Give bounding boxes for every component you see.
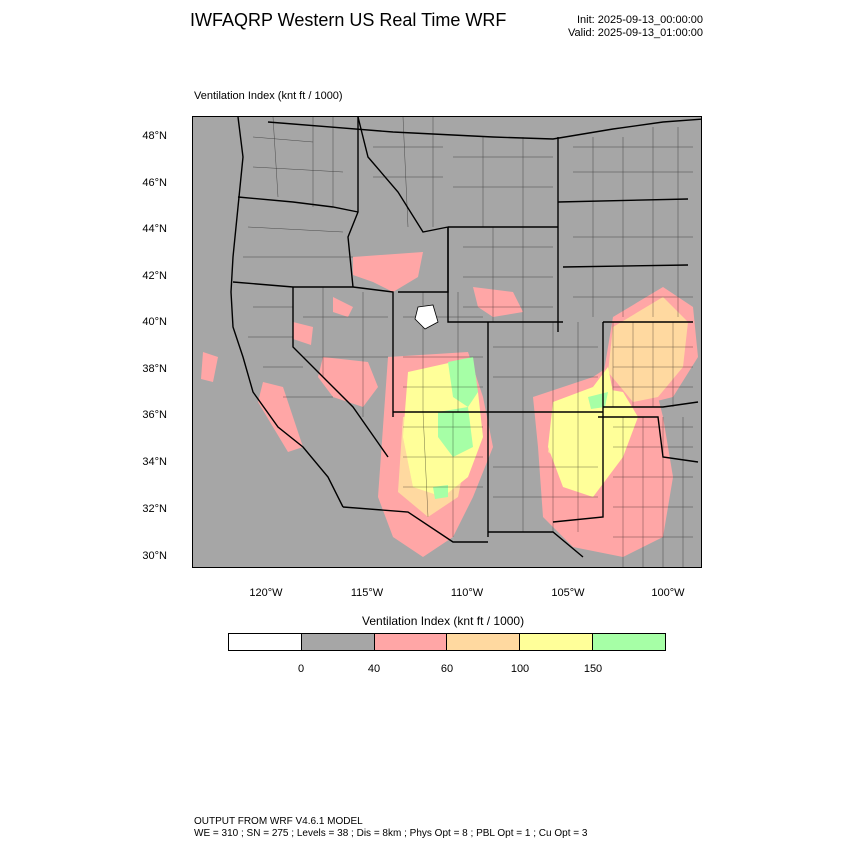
colorbar-box-5 <box>593 634 665 650</box>
county-lines <box>243 117 693 567</box>
lat-label-38: 38°N <box>142 363 167 375</box>
colorbar-title: Ventilation Index (knt ft / 1000) <box>362 614 525 628</box>
lon-label-105: 105°W <box>551 587 585 599</box>
colorbar-tick: 150 <box>583 663 603 675</box>
great-salt-lake <box>414 304 439 330</box>
model-info-line-2: WE = 310 ; SN = 275 ; Levels = 38 ; Dis … <box>194 828 588 839</box>
lat-label-36: 36°N <box>142 409 167 421</box>
lat-label-46: 46°N <box>142 177 167 189</box>
map-canvas <box>193 117 701 567</box>
colorbar-tick: 100 <box>510 663 530 675</box>
colorbar-box-1 <box>301 634 375 650</box>
lon-label-110: 110°W <box>450 587 484 599</box>
colorbar-tick: 40 <box>367 663 381 675</box>
lat-label-34: 34°N <box>142 456 167 468</box>
lat-label-40: 40°N <box>142 316 167 328</box>
colorbar-box-4 <box>520 634 594 650</box>
lat-label-30: 30°N <box>142 550 167 562</box>
lon-label-100: 100°W <box>651 587 685 599</box>
chart-title: IWFAQRP Western US Real Time WRF <box>190 10 507 30</box>
lon-label-115: 115°W <box>350 587 384 599</box>
colorbar-tick: 60 <box>440 663 454 675</box>
lat-label-44: 44°N <box>142 223 167 235</box>
colorbar-box-0 <box>229 634 302 650</box>
colorbar-box-2 <box>374 634 448 650</box>
lat-label-48: 48°N <box>142 130 167 142</box>
model-info-line-1: OUTPUT FROM WRF V4.6.1 MODEL <box>194 816 363 827</box>
field-title: Ventilation Index (knt ft / 1000) <box>194 90 343 102</box>
lon-label-120: 120°W <box>249 587 283 599</box>
colorbar-tick: 0 <box>297 663 305 675</box>
vi-150-plus-regions <box>433 357 608 499</box>
colorbar <box>228 633 666 651</box>
map-panel <box>192 116 702 568</box>
init-time: Init: 2025-09-13_00:00:00 <box>577 14 703 26</box>
lat-label-42: 42°N <box>142 270 167 282</box>
valid-time: Valid: 2025-09-13_01:00:00 <box>568 27 703 39</box>
colorbar-box-3 <box>447 634 521 650</box>
lat-label-32: 32°N <box>142 503 167 515</box>
